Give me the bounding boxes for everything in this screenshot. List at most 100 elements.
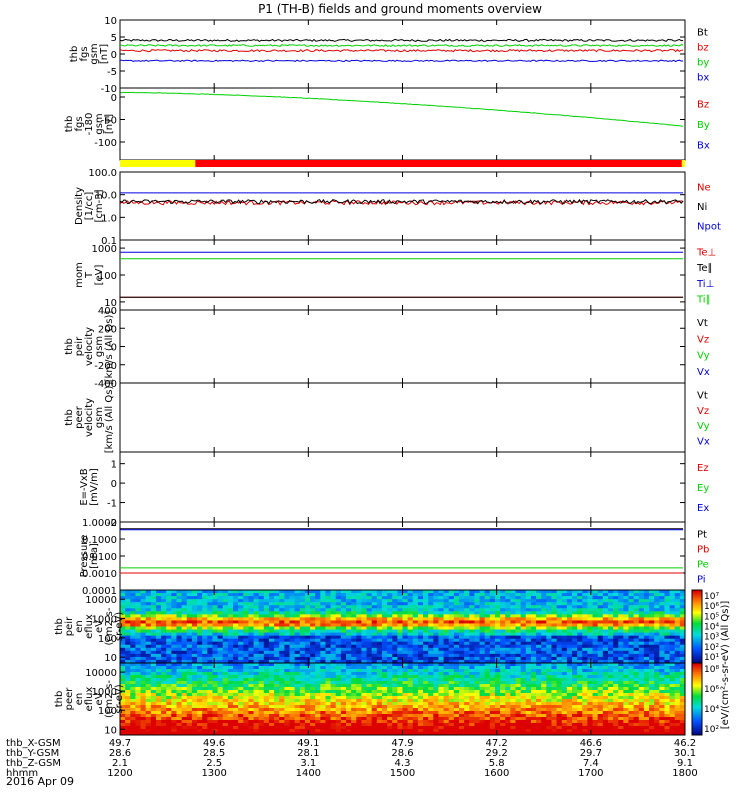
spectrogram-cell [207,614,213,617]
spectrogram-cell [182,711,188,714]
spectrogram-cell [608,627,614,630]
spectrogram-cell [325,675,331,678]
spectrogram-cell [290,648,296,651]
spectrogram-cell [464,599,470,602]
spectrogram-cell [598,657,604,660]
spectrogram-cell [562,681,568,684]
spectrogram-cell [156,605,162,608]
spectrogram-cell [480,690,486,693]
spectrogram-cell [397,669,403,672]
spectrogram-cell [325,620,331,623]
spectrogram-cell [510,639,516,642]
spectrogram-cell [156,623,162,626]
spectrogram-cell [567,729,573,732]
spectrogram-cell [336,684,342,687]
spectrogram-cell [315,642,321,645]
spectrogram-cell [510,708,516,711]
spectrogram-cell [130,605,136,608]
spectrogram-cell [546,729,552,732]
spectrogram-cell [469,699,475,702]
spectrogram-cell [161,690,167,693]
spectrogram-cell [336,620,342,623]
spectrogram-cell [269,729,275,732]
spectrogram-cell [531,663,537,666]
spectrogram-cell [238,702,244,705]
spectrogram-cell [403,711,409,714]
spectrogram-cell [541,669,547,672]
spectrogram-cell [387,705,393,708]
spectrogram-cell [474,614,480,617]
spectrogram-cell [372,714,378,717]
spectrogram-cell [454,675,460,678]
spectrogram-cell [218,690,224,693]
spectrogram-cell [259,723,265,726]
spectrogram-cell [536,723,542,726]
spectrogram-cell [423,729,429,732]
spectrogram-cell [310,699,316,702]
spectrogram-cell [187,720,193,723]
spectrogram-cell [177,654,183,657]
spectrogram-cell [392,651,398,654]
spectrogram-cell [264,666,270,669]
spectrogram-cell [279,636,285,639]
spectrogram-cell [495,614,501,617]
spectrogram-cell [207,593,213,596]
spectrogram-cell [510,657,516,660]
spectrogram-cell [315,620,321,623]
spectrogram-cell [464,687,470,690]
spectrogram-cell [264,642,270,645]
spectrogram-cell [279,617,285,620]
spectrogram-cell [300,630,306,633]
spectrogram-cell [274,669,280,672]
spectrogram-cell [459,669,465,672]
spectrogram-cell [166,596,172,599]
spectrogram-cell [459,717,465,720]
spectrogram-cell [582,596,588,599]
spectrogram-cell [449,636,455,639]
spectrogram-cell [629,645,635,648]
spectrogram-cell [284,696,290,699]
spectrogram-cell [608,657,614,660]
spectrogram-cell [459,729,465,732]
spectrogram-cell [500,614,506,617]
spectrogram-cell [485,729,491,732]
spectrogram-cell [269,648,275,651]
spectrogram-cell [300,602,306,605]
spectrogram-cell [541,617,547,620]
spectrogram-cell [618,617,624,620]
spectrogram-cell [130,602,136,605]
spectrogram-cell [151,681,157,684]
spectrogram-cell [444,702,450,705]
spectrogram-cell [372,599,378,602]
spectrogram-cell [295,596,301,599]
spectrogram-cell [664,648,670,651]
spectrogram-cell [387,657,393,660]
spectrogram-cell [397,726,403,729]
spectrogram-cell [254,690,260,693]
spectrogram-cell [392,714,398,717]
spectrogram-cell [649,645,655,648]
spectrogram-cell [202,593,208,596]
spectrogram-cell [182,620,188,623]
spectrogram-cell [480,633,486,636]
spectrogram-cell [320,617,326,620]
spectrogram-cell [438,714,444,717]
spectrogram-cell [233,663,239,666]
spectrogram-cell [197,617,203,620]
spectrogram-cell [428,617,434,620]
spectrogram-cell [141,666,147,669]
spectrogram-cell [218,726,224,729]
spectrogram-cell [300,696,306,699]
spectrogram-cell [182,717,188,720]
spectrogram-cell [141,642,147,645]
spectrogram-cell [403,623,409,626]
spectrogram-cell [449,596,455,599]
spectrogram-cell [403,714,409,717]
spectrogram-cell [243,633,249,636]
spectrogram-cell [187,651,193,654]
spectrogram-cell [331,666,337,669]
spectrogram-cell [274,620,280,623]
spectrogram-cell [187,654,193,657]
spectrogram-cell [233,711,239,714]
spectrogram-cell [382,729,388,732]
